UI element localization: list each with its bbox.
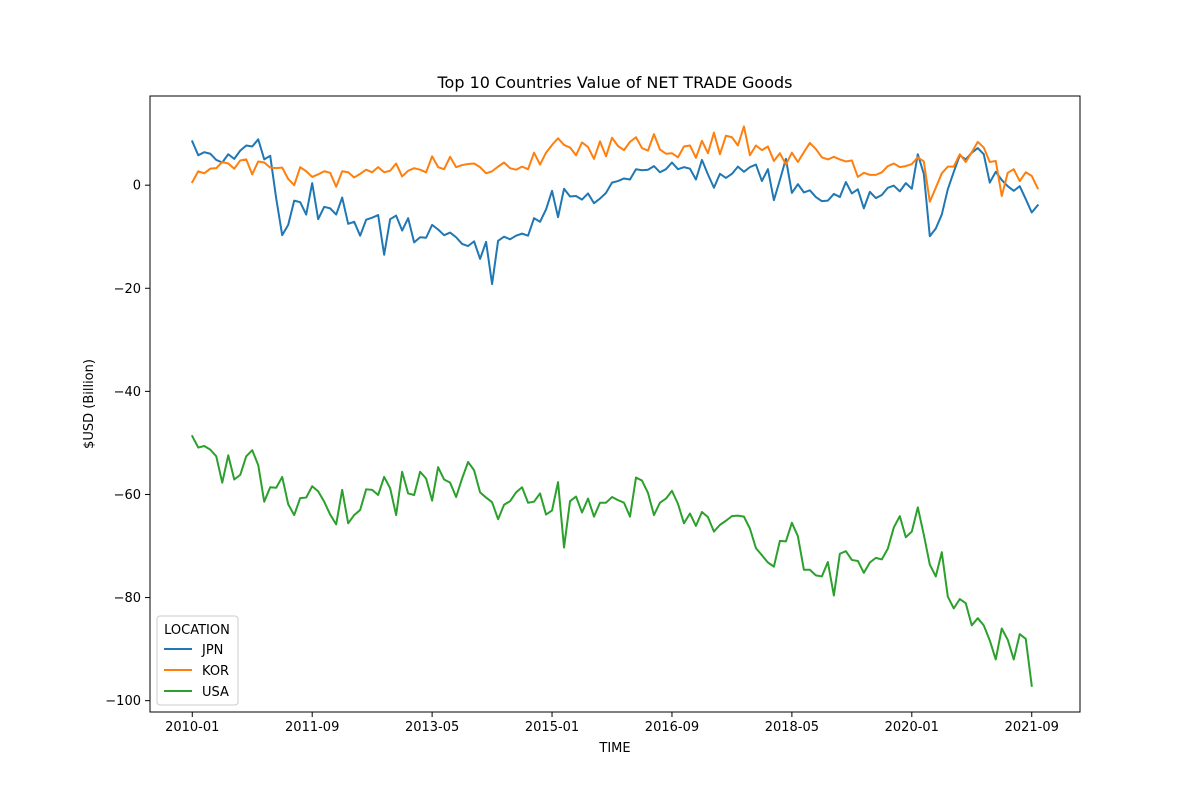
x-tick-label: 2021-09 — [1005, 720, 1059, 735]
x-tick-label: 2016-09 — [645, 720, 699, 735]
x-tick-label: 2018-05 — [765, 720, 819, 735]
legend-title: LOCATION — [164, 623, 230, 638]
series-line-usa — [190, 434, 1033, 687]
legend-label-kor: KOR — [202, 664, 229, 679]
x-tick-label: 2020-01 — [885, 720, 939, 735]
x-tick-label: 2015-01 — [525, 720, 579, 735]
x-axis-label: TIME — [598, 741, 630, 756]
x-tick-label: 2010-01 — [165, 720, 219, 735]
y-tick-label: −40 — [114, 385, 141, 400]
legend: LOCATION JPN KOR USA — [156, 615, 239, 706]
y-tick-label: −20 — [114, 282, 141, 297]
chart-title: Top 10 Countries Value of NET TRADE Good… — [437, 73, 793, 92]
x-axis: 2010-01 2011-09 2013-05 2015-01 2016-09 2018-… — [165, 712, 1059, 735]
y-axis: −100 −80 −60 −40 −20 0 — [105, 179, 150, 709]
y-tick-label: −80 — [114, 591, 141, 606]
legend-frame — [156, 615, 239, 706]
series-line-kor — [190, 125, 1040, 203]
y-tick-label: −100 — [105, 694, 141, 709]
legend-items: JPN KOR USA — [164, 643, 229, 700]
legend-label-jpn: JPN — [201, 643, 223, 658]
legend-label-usa: USA — [202, 685, 229, 700]
y-tick-label: 0 — [133, 179, 141, 194]
plot-frame — [149, 95, 1081, 713]
series-line-jpn — [190, 138, 1040, 286]
y-axis-label: $USD (Billion) — [82, 359, 97, 449]
x-tick-label: 2011-09 — [285, 720, 339, 735]
y-tick-label: −60 — [114, 488, 141, 503]
series-lines — [190, 125, 1040, 687]
x-tick-label: 2013-05 — [405, 720, 459, 735]
